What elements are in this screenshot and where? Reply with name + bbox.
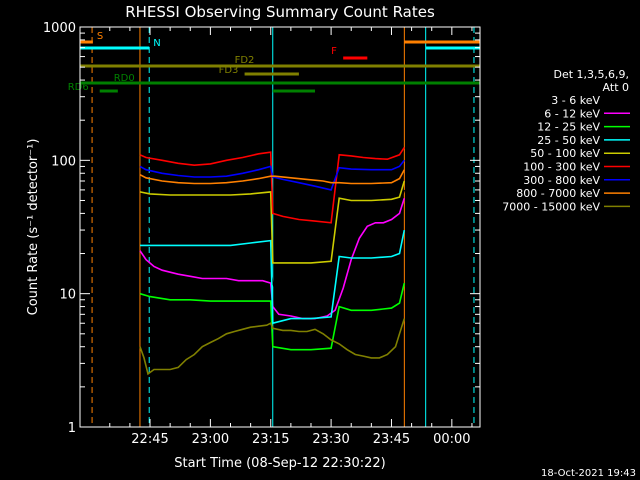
series-group (139, 146, 406, 376)
x-tick-label-1: 23:00 (192, 432, 229, 447)
legend-label-0: 3 - 6 keV (551, 94, 600, 107)
series-line-1 (139, 197, 406, 320)
y-tick-label-0: 1 (68, 421, 76, 436)
flag-label-n: N (153, 38, 160, 49)
x-tick-label-4: 23:45 (373, 432, 410, 447)
legend-label-3: 25 - 50 keV (537, 134, 600, 147)
legend-label-7: 800 - 7000 keV (516, 187, 600, 200)
chart-title: RHESSI Observing Summary Count Rates (125, 3, 435, 21)
y-tick-label-3: 1000 (43, 21, 76, 36)
flag-label-fd3: FD3 (219, 65, 239, 76)
x-tick-label-2: 23:15 (252, 432, 289, 447)
y-tick-label-1: 10 (59, 288, 76, 303)
flag-label-f: F (331, 46, 337, 57)
legend-label-6: 300 - 800 keV (523, 174, 600, 187)
series-line-4 (139, 180, 406, 264)
legend-header-2: Att 0 (603, 81, 629, 94)
legend-label-4: 50 - 100 keV (530, 147, 600, 160)
legend-label-5: 100 - 300 keV (523, 161, 600, 174)
y-axis-label: Count Rate (s⁻¹ detector⁻¹) (26, 139, 41, 316)
x-tick-label-0: 22:45 (131, 432, 168, 447)
axis-ticks: 22:45 23:00 23:15 23:30 23:45 00:00 1 10 100 1000 (43, 21, 480, 447)
flag-label-rd6: RD6 (68, 82, 89, 93)
timestamp: 18-Oct-2021 19:43 (541, 468, 636, 479)
flag-label-rd0: RD0 (114, 73, 135, 84)
series-line-2 (139, 282, 406, 351)
series-line-3 (140, 229, 406, 325)
x-axis-label: Start Time (08-Sep-12 22:30:22) (174, 456, 385, 471)
legend-label-1: 6 - 12 keV (544, 107, 600, 120)
legend-header-1: Det 1,3,5,6,9, (553, 68, 629, 81)
series-line-7 (139, 169, 406, 185)
series-line-5 (139, 146, 405, 224)
series-line-8 (139, 318, 406, 376)
series-line-0 (148, 189, 406, 307)
plot-frame (79, 26, 481, 428)
legend-label-8: 7000 - 15000 keV (502, 200, 600, 213)
y-tick-label-2: 100 (51, 154, 76, 169)
legend-label-2: 12 - 25 keV (537, 121, 600, 134)
vertical-marker-lines (79, 27, 475, 427)
flag-label-fd2: FD2 (235, 55, 255, 66)
flag-label-s: S (97, 31, 103, 42)
x-tick-label-5: 00:00 (433, 432, 470, 447)
x-tick-label-3: 23:30 (312, 432, 349, 447)
